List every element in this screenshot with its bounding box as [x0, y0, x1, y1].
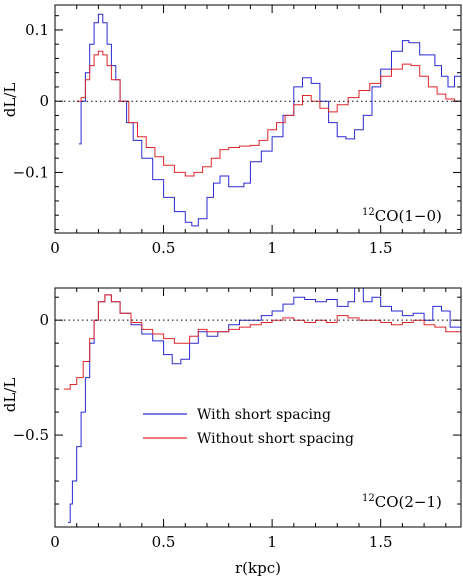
molecule-annotation: 12CO(1−0): [362, 207, 442, 225]
annotation-text: CO(1−0): [375, 207, 442, 225]
y-axis-label: dL/L: [1, 378, 19, 413]
x-tick-label: 1: [267, 239, 277, 257]
y-tick-label: 0.1: [25, 21, 49, 39]
x-tick-label: 0: [50, 239, 60, 257]
legend-label-without-short-spacing: Without short spacing: [197, 431, 354, 447]
panel-co10: 0 0.5 1 1.5 −0.1 0 0.1 dL/L 12CO(1−0): [1, 4, 462, 257]
annotation-superscript: 12: [362, 207, 375, 218]
x-tick-label: 1.5: [369, 239, 393, 257]
y-tick-label: −0.5: [13, 426, 49, 444]
x-axis-label: r(kpc): [235, 559, 281, 577]
x-tick-label: 0.5: [152, 239, 176, 257]
panel-co21: 0 0.5 1 1.5 −0.5 0 dL/L r(kpc) 12CO(2−1) With sho…: [1, 287, 462, 577]
x-tick-label: 0.5: [152, 533, 176, 551]
molecule-annotation: 12CO(2−1): [362, 493, 442, 511]
x-tick-label: 0: [50, 533, 60, 551]
series-line-without-short-spacing: [63, 294, 462, 390]
legend-label-with-short-spacing: With short spacing: [197, 407, 331, 423]
series-line-with-short-spacing: [78, 13, 462, 227]
x-tick-label: 1.5: [369, 533, 393, 551]
annotation-superscript: 12: [362, 493, 375, 504]
annotation-text: CO(2−1): [375, 493, 442, 511]
y-axis-label: dL/L: [1, 83, 19, 118]
x-tick-label: 1: [267, 533, 277, 551]
y-tick-label: −0.1: [13, 163, 49, 181]
y-tick-label: 0: [39, 92, 49, 110]
y-tick-label: 0: [39, 311, 49, 329]
plot-frame: [54, 287, 462, 528]
plot-frame: [54, 4, 462, 234]
series-line-without-short-spacing: [76, 50, 461, 177]
